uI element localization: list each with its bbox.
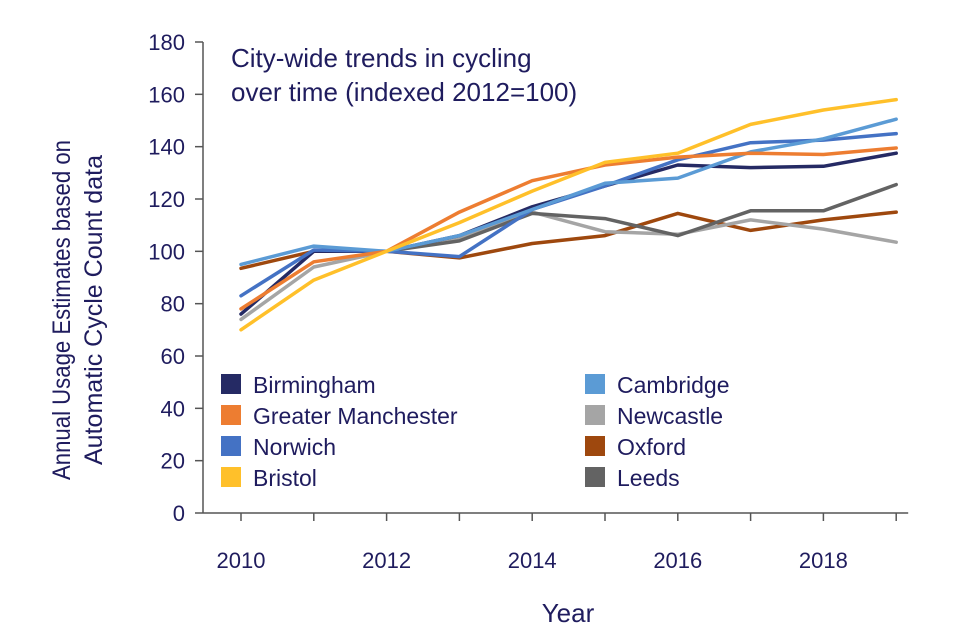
y-tick-label: 20 (161, 449, 185, 474)
legend-swatch (221, 374, 241, 394)
series-line-cambridge (239, 117, 898, 267)
x-tick-label: 2016 (653, 548, 702, 573)
x-tick-label: 2010 (217, 548, 266, 573)
legend-swatch (585, 374, 605, 394)
y-tick-label: 140 (148, 135, 185, 160)
legend-item-bristol: Bristol (221, 465, 317, 491)
legend-item-leeds: Leeds (585, 465, 680, 491)
legend-swatch (221, 405, 241, 425)
legend-label: Newcastle (617, 403, 723, 429)
chart-title-line-2: over time (indexed 2012=100) (231, 77, 577, 107)
y-tick-label: 180 (148, 30, 185, 55)
legend-item-birmingham: Birmingham (221, 372, 376, 398)
y-tick-label: 160 (148, 82, 185, 107)
legend-label: Leeds (617, 465, 680, 491)
series-lines (239, 97, 898, 332)
x-axis: 2010 2012 2014 2016 2018 (203, 512, 909, 573)
legend-label: Oxford (617, 434, 686, 460)
legend-swatch (585, 467, 605, 487)
legend-swatch (585, 436, 605, 456)
legend-item-greater-manchester: Greater Manchester (221, 403, 458, 429)
series-line-newcastle (239, 210, 898, 322)
x-tick-label: 2014 (508, 548, 557, 573)
legend-label: Birmingham (253, 372, 376, 398)
legend-swatch (221, 436, 241, 456)
y-axis-title-line-1: Annual Usage Estimates based on (48, 140, 76, 480)
y-tick-label: 120 (148, 187, 185, 212)
legend: Birmingham Greater Manchester Norwich Brist… (221, 372, 730, 491)
series-line-greater-manchester (239, 146, 898, 311)
y-axis-title: Annual Usage Estimates based on Automati… (48, 140, 108, 480)
legend-item-cambridge: Cambridge (585, 372, 730, 398)
x-axis-title: Year (542, 598, 595, 628)
x-tick-label: 2018 (799, 548, 848, 573)
legend-item-norwich: Norwich (221, 434, 336, 460)
legend-label: Cambridge (617, 372, 730, 398)
series-line-bristol (239, 97, 898, 332)
y-tick-label: 0 (173, 501, 185, 526)
y-tick-label: 80 (161, 292, 185, 317)
legend-label: Bristol (253, 465, 317, 491)
legend-item-oxford: Oxford (585, 434, 686, 460)
legend-label: Greater Manchester (253, 403, 458, 429)
y-tick-label: 100 (148, 239, 185, 264)
y-tick-label: 40 (161, 396, 185, 421)
legend-item-newcastle: Newcastle (585, 403, 723, 429)
y-axis: 0 20 40 60 80 100 120 140 160 180 (148, 30, 204, 526)
chart-title-line-1: City-wide trends in cycling (231, 43, 532, 73)
legend-swatch (221, 467, 241, 487)
legend-swatch (585, 405, 605, 425)
y-axis-title-line-2: Automatic Cycle Count data (80, 155, 108, 465)
chart-title: City-wide trends in cycling over time (i… (231, 43, 577, 107)
series-line-leeds (384, 182, 898, 254)
legend-label: Norwich (253, 434, 336, 460)
x-tick-label: 2012 (362, 548, 411, 573)
y-tick-label: 60 (161, 344, 185, 369)
